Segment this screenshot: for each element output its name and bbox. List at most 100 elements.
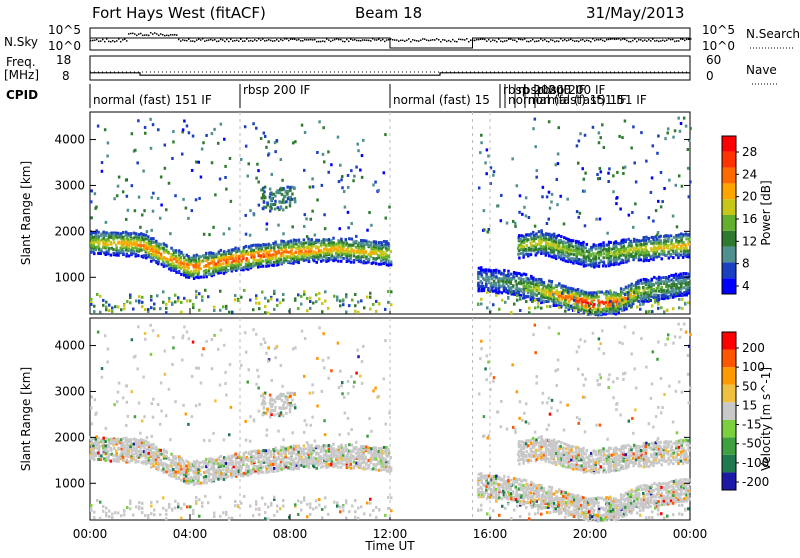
power-cell xyxy=(606,298,609,301)
power-cell xyxy=(657,294,660,297)
velocity-cell xyxy=(252,450,255,453)
power-cell xyxy=(110,241,113,244)
power-cell xyxy=(205,272,208,275)
velocity-cell xyxy=(268,470,271,473)
velocity-cell xyxy=(374,457,377,460)
velocity-cell xyxy=(115,452,118,455)
velocity-cell xyxy=(247,457,250,460)
power-cell xyxy=(273,261,276,264)
power-cell xyxy=(516,184,519,187)
power-cell xyxy=(170,263,173,266)
power-cell xyxy=(374,251,377,254)
power-cell xyxy=(311,177,314,180)
power-cell xyxy=(584,224,587,227)
power-cell xyxy=(187,255,190,258)
power-cell xyxy=(642,286,645,289)
velocity-cell xyxy=(272,470,275,473)
velocity-cell xyxy=(522,441,525,444)
power-cell xyxy=(153,303,156,306)
velocity-cell xyxy=(375,446,378,449)
velocity-cell xyxy=(142,444,145,447)
power-cell xyxy=(592,126,595,129)
power-cell xyxy=(149,118,152,121)
power-cell xyxy=(205,252,208,255)
power-cell xyxy=(142,238,145,241)
power-cell xyxy=(390,290,393,293)
power-cell xyxy=(250,263,253,266)
power-cell xyxy=(219,263,222,266)
power-cell xyxy=(180,266,183,269)
nsky-dot xyxy=(674,41,676,43)
power-cell xyxy=(663,187,666,190)
nsky-dot xyxy=(392,39,394,41)
power-cell xyxy=(107,243,110,246)
power-cell xyxy=(126,300,129,303)
nsky-dot xyxy=(94,39,96,41)
nsky-dot xyxy=(620,39,622,41)
velocity-cell xyxy=(257,458,260,461)
power-cell xyxy=(548,280,551,283)
power-cell xyxy=(354,304,357,307)
power-cell xyxy=(180,273,183,276)
power-cell xyxy=(527,233,530,236)
nsky-dot xyxy=(534,41,536,43)
power-cell xyxy=(205,269,208,272)
power-cell xyxy=(132,240,135,243)
velocity-cell xyxy=(202,465,205,468)
power-cell xyxy=(480,280,483,283)
nsky-dot xyxy=(134,33,136,35)
power-cell xyxy=(105,301,108,304)
nsky-dot xyxy=(532,39,534,41)
power-cell xyxy=(518,211,521,214)
nsky-dot xyxy=(140,33,142,35)
power-cell xyxy=(351,298,354,301)
power-cell xyxy=(548,191,551,194)
power-cell xyxy=(295,251,298,254)
nsky-dot xyxy=(586,40,588,42)
nsky-dot xyxy=(96,39,98,41)
power-cell xyxy=(523,206,526,209)
power-cell xyxy=(101,170,104,173)
velocity-cell xyxy=(255,452,257,455)
nsky-dot xyxy=(452,39,454,41)
power-cell xyxy=(310,242,313,245)
velocity-cell xyxy=(340,466,343,469)
velocity-cell xyxy=(228,462,231,465)
velocity-cell xyxy=(222,472,225,475)
velocity-cell xyxy=(150,443,153,446)
power-cell xyxy=(165,244,168,247)
velocity-cell xyxy=(127,444,129,447)
velocity-cell xyxy=(145,460,148,463)
power-cell xyxy=(674,129,677,132)
nsky-dot xyxy=(132,33,134,35)
power-cell xyxy=(688,238,691,241)
power-cell xyxy=(535,286,538,289)
power-cell xyxy=(603,292,606,295)
power-cell xyxy=(309,307,312,310)
nsearch-tick-bottom: 10^0 xyxy=(702,39,735,53)
power-cell xyxy=(537,302,540,305)
power-cell xyxy=(174,300,177,303)
power-cell xyxy=(160,175,163,178)
velocity-cell xyxy=(217,478,220,481)
velocity-cell xyxy=(126,459,128,462)
power-cell xyxy=(189,299,192,302)
power-cell xyxy=(612,174,615,177)
velocity-cell xyxy=(337,466,340,469)
nsky-dot xyxy=(344,41,346,43)
power-cell xyxy=(587,302,590,305)
power-cell xyxy=(97,231,100,234)
power-cell xyxy=(527,277,530,280)
velocity-cell xyxy=(298,445,301,448)
nsky-dot xyxy=(126,40,128,42)
power-cell xyxy=(640,258,643,261)
nsky-dot xyxy=(522,39,524,41)
velocity-cell xyxy=(192,470,195,473)
power-cell xyxy=(598,141,601,144)
power-cell xyxy=(274,194,277,197)
y-tick-label: 3000 xyxy=(54,178,85,192)
power-cell xyxy=(266,222,269,225)
power-cell xyxy=(147,235,150,238)
power-cell xyxy=(152,237,155,240)
power-cell xyxy=(372,183,375,186)
